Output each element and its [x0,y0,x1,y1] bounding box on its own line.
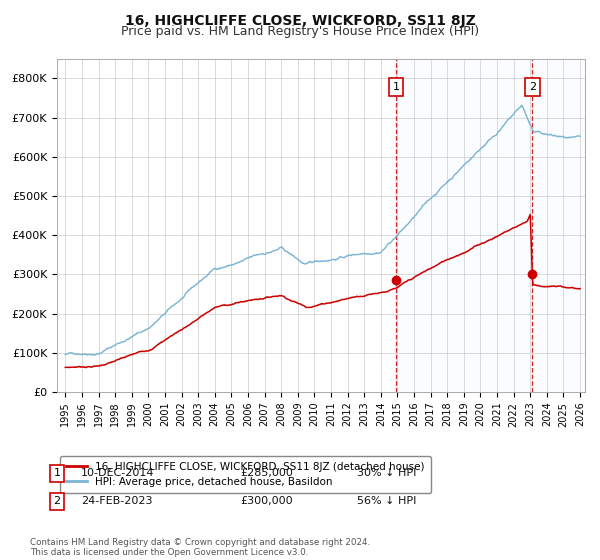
Text: £300,000: £300,000 [240,496,293,506]
Text: 2: 2 [53,496,61,506]
Text: 16, HIGHCLIFFE CLOSE, WICKFORD, SS11 8JZ: 16, HIGHCLIFFE CLOSE, WICKFORD, SS11 8JZ [125,14,475,28]
Text: 30% ↓ HPI: 30% ↓ HPI [357,468,416,478]
Text: Price paid vs. HM Land Registry's House Price Index (HPI): Price paid vs. HM Land Registry's House … [121,25,479,38]
Legend: 16, HIGHCLIFFE CLOSE, WICKFORD, SS11 8JZ (detached house), HPI: Average price, d: 16, HIGHCLIFFE CLOSE, WICKFORD, SS11 8JZ… [59,455,431,493]
Text: 1: 1 [392,82,400,92]
Bar [396,59,596,392]
Text: 10-DEC-2014: 10-DEC-2014 [81,468,155,478]
Text: Contains HM Land Registry data © Crown copyright and database right 2024.
This d: Contains HM Land Registry data © Crown c… [30,538,370,557]
Text: 56% ↓ HPI: 56% ↓ HPI [357,496,416,506]
Text: 1: 1 [53,468,61,478]
Text: £285,000: £285,000 [240,468,293,478]
Text: 24-FEB-2023: 24-FEB-2023 [81,496,152,506]
Text: 2: 2 [529,82,536,92]
